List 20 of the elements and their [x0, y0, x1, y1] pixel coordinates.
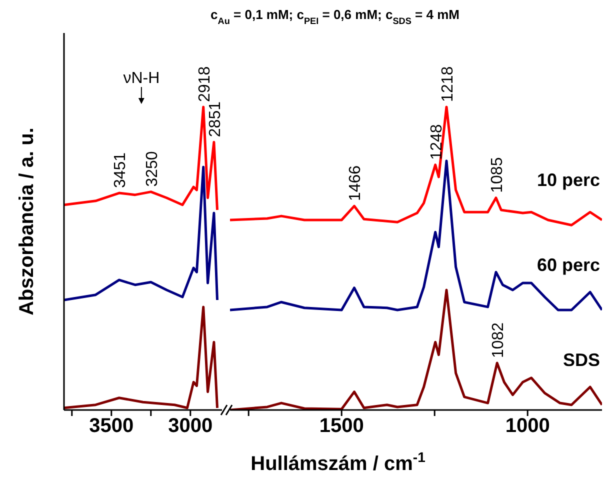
series-label: 10 perc — [536, 170, 600, 190]
x-tick-label: 1000 — [505, 415, 550, 438]
annotation: 1082 — [490, 322, 508, 358]
x-tick-label: 1500 — [319, 415, 364, 438]
annotation: 3451 — [112, 152, 130, 188]
chart-title: c$_{Au}$ = 0,1 mM; c$_{PEI}$ = 0,6 mM; c$_{SDS}$ = 4 mM — [210, 7, 460, 26]
y-axis-title: Abszorbancia / a. u. — [16, 128, 38, 316]
annotation: 1466 — [347, 165, 364, 202]
annotation: 1248 — [428, 124, 446, 160]
x-axis-title: Hullámszám / cm$^{-1}$ — [250, 449, 426, 475]
series-label: SDS — [562, 350, 600, 370]
annotation: 2851 — [206, 101, 224, 138]
series-label: 60 perc — [536, 255, 600, 276]
annotation: 2918 — [196, 66, 214, 102]
annotation: 1218 — [440, 66, 457, 102]
x-tick-label: 3500 — [89, 415, 134, 438]
annotation: 3250 — [144, 151, 161, 187]
text: νN-H — [123, 70, 160, 87]
x-tick-label: 3000 — [168, 415, 213, 438]
annotation: 1085 — [488, 157, 506, 193]
